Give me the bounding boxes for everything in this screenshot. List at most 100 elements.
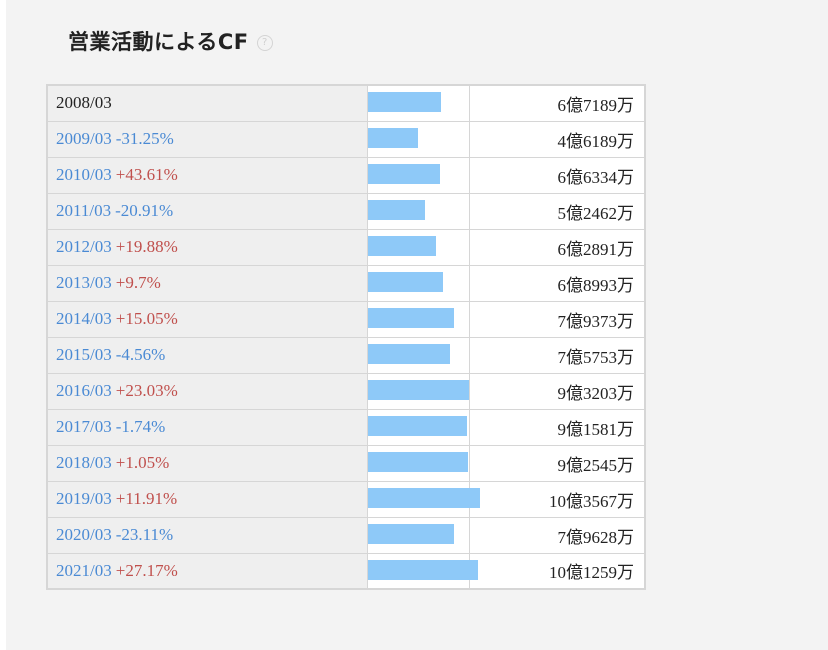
year-cell: 2008/03 xyxy=(46,84,368,122)
change-percent: +11.91% xyxy=(115,489,178,508)
value-label: 6億2891万 xyxy=(468,228,646,266)
table-row: 2016/03 +23.03% 9億3203万 xyxy=(46,372,646,410)
table-row: 2019/03 +11.91% 10億3567万 xyxy=(46,480,646,518)
change-percent: +23.03% xyxy=(115,381,178,400)
year-cell: 2012/03 +19.88% xyxy=(46,228,368,266)
bar xyxy=(367,271,443,292)
value-label: 6億6334万 xyxy=(468,156,646,194)
bar-cell xyxy=(366,372,470,410)
value-label: 9億1581万 xyxy=(468,408,646,446)
bar xyxy=(367,523,454,544)
year-cell: 2016/03 +23.03% xyxy=(46,372,368,410)
year-label[interactable]: 2015/03 xyxy=(56,345,112,364)
table-row: 2017/03 -1.74% 9億1581万 xyxy=(46,408,646,446)
bar xyxy=(367,415,467,436)
year-label[interactable]: 2017/03 xyxy=(56,417,112,436)
table-row: 2014/03 +15.05% 7億9373万 xyxy=(46,300,646,338)
year-label[interactable]: 2013/03 xyxy=(56,273,112,292)
year-label[interactable]: 2020/03 xyxy=(56,525,112,544)
year-label[interactable]: 2010/03 xyxy=(56,165,112,184)
year-cell: 2020/03 -23.11% xyxy=(46,516,368,554)
bar-cell xyxy=(366,300,470,338)
change-percent: -23.11% xyxy=(115,525,174,544)
year-cell: 2013/03 +9.7% xyxy=(46,264,368,302)
year-cell: 2009/03 -31.25% xyxy=(46,120,368,158)
value-label: 4億6189万 xyxy=(468,120,646,158)
value-label: 6億8993万 xyxy=(468,264,646,302)
change-percent: +1.05% xyxy=(115,453,170,472)
year-cell: 2017/03 -1.74% xyxy=(46,408,368,446)
year-label[interactable]: 2016/03 xyxy=(56,381,112,400)
year-cell: 2011/03 -20.91% xyxy=(46,192,368,230)
year-cell: 2021/03 +27.17% xyxy=(46,552,368,590)
bar xyxy=(367,379,469,400)
table-row: 2012/03 +19.88% 6億2891万 xyxy=(46,228,646,266)
bar xyxy=(367,307,454,328)
year-label[interactable]: 2018/03 xyxy=(56,453,112,472)
year-label[interactable]: 2019/03 xyxy=(56,489,112,508)
bar-cell xyxy=(366,480,480,518)
bar xyxy=(367,487,480,508)
bar-cell xyxy=(366,408,470,446)
bar-cell xyxy=(366,156,470,194)
table-row: 2018/03 +1.05% 9億2545万 xyxy=(46,444,646,482)
bar-cell xyxy=(366,228,470,266)
bar xyxy=(367,559,478,580)
table-row: 2009/03 -31.25% 4億6189万 xyxy=(46,120,646,158)
chart-title: 営業活動によるCF xyxy=(68,30,249,54)
change-percent: +43.61% xyxy=(115,165,178,184)
change-percent: +27.17% xyxy=(115,560,178,580)
bar-cell xyxy=(366,444,470,482)
table-row: 2008/03 6億7189万 xyxy=(46,84,646,122)
table-row: 2010/03 +43.61% 6億6334万 xyxy=(46,156,646,194)
bar xyxy=(367,451,468,472)
year-label: 2008/03 xyxy=(56,93,112,113)
value-label: 7億9373万 xyxy=(468,300,646,338)
value-label: 7億9628万 xyxy=(468,516,646,554)
bar xyxy=(367,127,418,148)
change-percent: +9.7% xyxy=(115,273,161,292)
table-row: 2020/03 -23.11% 7億9628万 xyxy=(46,516,646,554)
question-circle-icon[interactable]: ? xyxy=(256,35,273,51)
value-label: 9億2545万 xyxy=(468,444,646,482)
bar-cell xyxy=(366,552,478,590)
year-label[interactable]: 2012/03 xyxy=(56,237,112,256)
value-label: 9億3203万 xyxy=(468,372,646,410)
bar-cell xyxy=(366,516,470,554)
year-cell: 2019/03 +11.91% xyxy=(46,480,368,518)
year-label[interactable]: 2009/03 xyxy=(56,129,112,148)
title-row: 営業活動によるCF ? xyxy=(68,26,273,56)
change-percent: -1.74% xyxy=(115,417,166,436)
year-label[interactable]: 2014/03 xyxy=(56,309,112,328)
value-label: 10億1259万 xyxy=(468,552,646,590)
year-cell: 2010/03 +43.61% xyxy=(46,156,368,194)
bar xyxy=(367,235,436,256)
cf-table-body: 2008/03 6億7189万 2009/03 -31.25% 4億6189万 2010/… xyxy=(46,84,646,590)
table-row: 2013/03 +9.7% 6億8993万 xyxy=(46,264,646,302)
year-label[interactable]: 2011/03 xyxy=(56,201,112,220)
year-label[interactable]: 2021/03 xyxy=(56,560,112,580)
change-percent: -4.56% xyxy=(115,345,166,364)
bar-cell xyxy=(366,336,470,374)
change-percent: +19.88% xyxy=(115,237,178,256)
change-percent: -31.25% xyxy=(115,129,174,148)
value-label: 5億2462万 xyxy=(468,192,646,230)
bar-cell xyxy=(366,120,470,158)
bar xyxy=(367,199,425,220)
year-cell: 2015/03 -4.56% xyxy=(46,336,368,374)
change-percent: +15.05% xyxy=(115,309,178,328)
year-cell: 2018/03 +1.05% xyxy=(46,444,368,482)
change-percent: -20.91% xyxy=(115,201,174,220)
bar-cell xyxy=(366,84,470,122)
table-row: 2021/03 +27.17% 10億1259万 xyxy=(46,552,646,590)
bar xyxy=(367,92,441,112)
table-row: 2015/03 -4.56% 7億5753万 xyxy=(46,336,646,374)
bar-cell xyxy=(366,192,470,230)
value-label: 10億3567万 xyxy=(468,480,646,518)
value-label: 6億7189万 xyxy=(468,84,646,122)
cf-table: 2008/03 6億7189万 2009/03 -31.25% 4億6189万 2010/… xyxy=(46,84,646,590)
table-row: 2011/03 -20.91% 5億2462万 xyxy=(46,192,646,230)
bar xyxy=(367,163,440,184)
value-label: 7億5753万 xyxy=(468,336,646,374)
year-cell: 2014/03 +15.05% xyxy=(46,300,368,338)
